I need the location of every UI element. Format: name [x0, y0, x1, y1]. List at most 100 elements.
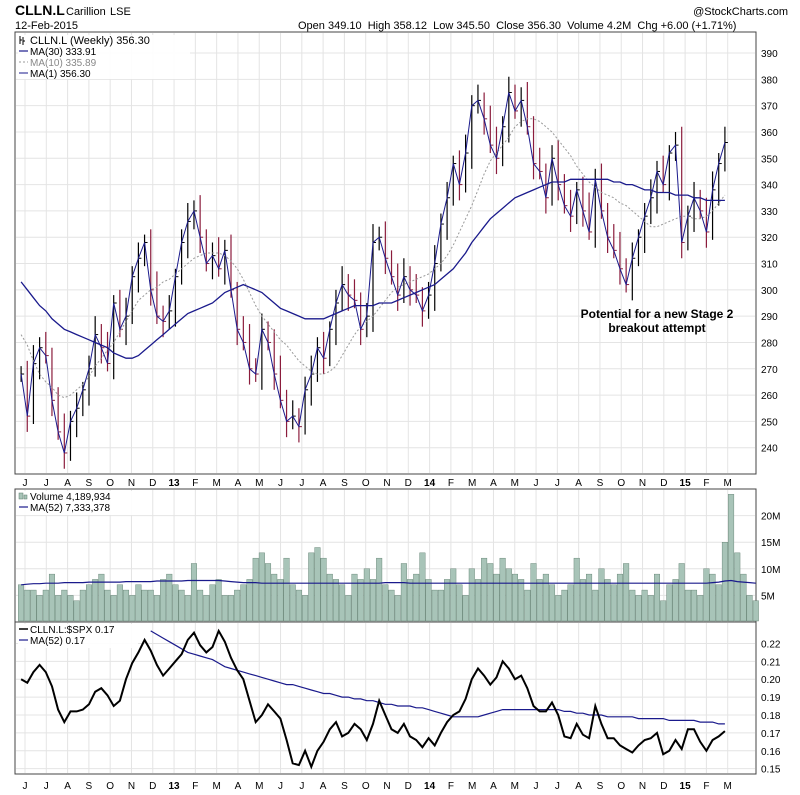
- price-y-tick-label: 280: [761, 338, 778, 349]
- volume-bar: [437, 589, 444, 622]
- volume-bar: [184, 595, 191, 622]
- x-tick-label: A: [490, 781, 497, 792]
- symbol-title: CLLN.L: [15, 2, 65, 18]
- volume-bar: [308, 552, 315, 622]
- volume-bar: [487, 563, 494, 622]
- x-tick-label: S: [341, 478, 348, 489]
- volume-bar: [474, 579, 481, 622]
- volume-bar: [419, 552, 426, 622]
- volume-bar: [542, 573, 549, 622]
- volume-bar: [147, 589, 154, 622]
- volume-bar: [660, 600, 667, 622]
- price-y-tick-label: 320: [761, 233, 778, 244]
- volume-bar: [228, 595, 234, 622]
- volume-bar: [444, 579, 451, 622]
- volume-bar: [672, 579, 679, 622]
- volume-bar: [518, 579, 525, 622]
- x-tick-label: J: [534, 781, 539, 792]
- ratio-line: [20, 628, 726, 770]
- volume-bar: [166, 573, 173, 622]
- company-name: Carillion: [66, 6, 106, 18]
- volume-bar: [172, 584, 179, 622]
- x-tick-label: 15: [680, 478, 692, 489]
- x-tick-label: O: [362, 478, 370, 489]
- x-tick-label: D: [149, 478, 156, 489]
- volume-bar: [370, 579, 376, 622]
- volume-bar: [240, 584, 247, 622]
- x-tick-label: F: [192, 781, 198, 792]
- volume-bar: [728, 494, 735, 622]
- x-tick-label: A: [64, 781, 71, 792]
- volume-bar: [252, 557, 259, 622]
- volume-bar: [635, 595, 642, 622]
- volume-y-tick-label: 5M: [761, 591, 775, 602]
- volume-bar: [641, 589, 648, 622]
- x-tick-label: J: [44, 781, 49, 792]
- ratio-y-tick-label: 0.18: [761, 711, 781, 722]
- x-tick-label: D: [405, 478, 412, 489]
- volume-bar: [48, 573, 55, 622]
- ma10-legend-label: MA(10) 335.89: [30, 58, 97, 69]
- volume-bar: [592, 589, 599, 622]
- volume-bar: [530, 563, 537, 622]
- volume-bar: [351, 573, 358, 622]
- volume-bar: [579, 579, 586, 622]
- x-tick-label: J: [44, 478, 49, 489]
- price-y-tick-label: 310: [761, 260, 778, 271]
- volume-bar: [30, 589, 37, 622]
- volume-bar: [258, 552, 265, 622]
- x-tick-label: D: [660, 478, 667, 489]
- volume-bar: [141, 589, 148, 622]
- ma1-legend-label: MA(1) 356.30: [30, 69, 91, 80]
- price-y-tick-label: 240: [761, 444, 778, 455]
- volume-bar: [715, 584, 722, 622]
- volume-bar: [221, 595, 228, 622]
- volume-series: [18, 494, 759, 622]
- volume-bar: [320, 557, 327, 622]
- volume-bar: [277, 579, 284, 622]
- volume-bar: [314, 547, 321, 622]
- volume-bar: [92, 579, 99, 622]
- x-tick-label: S: [597, 781, 604, 792]
- copyright-label: @StockCharts.com: [693, 6, 788, 18]
- volume-bar: [462, 595, 469, 622]
- ratio-legend-label: CLLN.L:$SPX 0.17: [30, 625, 115, 636]
- volume-bar: [604, 579, 611, 622]
- x-tick-label: O: [617, 781, 625, 792]
- volume-bar: [67, 595, 74, 622]
- price-y-tick-label: 340: [761, 181, 778, 192]
- volume-bar: [203, 595, 210, 622]
- ma30-line: [20, 178, 725, 359]
- x-tick-label: N: [383, 781, 390, 792]
- volume-bar: [178, 589, 185, 622]
- volume-bar: [79, 589, 86, 622]
- volume-bar: [289, 584, 296, 622]
- ma30-legend-label: MA(30) 333.91: [30, 47, 97, 58]
- price-y-tick-label: 260: [761, 391, 778, 402]
- x-tick-label: 13: [168, 478, 180, 489]
- volume-bar: [234, 589, 241, 622]
- volume-bar: [456, 584, 463, 622]
- volume-bar: [376, 557, 383, 622]
- volume-bar: [339, 584, 346, 622]
- volume-bar: [734, 552, 741, 622]
- price-y-tick-label: 290: [761, 312, 778, 323]
- volume-bar: [265, 563, 272, 622]
- volume-bar: [190, 563, 197, 622]
- volume-bar: [135, 584, 142, 622]
- axis-labels: J J J J A A S S O O N N D D 13 13 F F M M A A M M J J J J A A S S O O N N D D…: [23, 49, 781, 792]
- x-tick-label: F: [703, 781, 709, 792]
- x-tick-label: 14: [424, 478, 436, 489]
- volume-bar: [400, 563, 407, 622]
- volume-bar: [505, 568, 512, 622]
- ma10-line: [20, 118, 726, 399]
- volume-bar: [357, 579, 364, 622]
- x-tick-label: M: [511, 478, 519, 489]
- volume-bar: [116, 584, 123, 622]
- volume-bar: [110, 595, 117, 622]
- volume-bar: [86, 584, 92, 622]
- volume-bar: [363, 568, 370, 622]
- volume-bar: [623, 563, 630, 622]
- x-tick-label: O: [106, 478, 114, 489]
- volume-bar: [271, 573, 278, 622]
